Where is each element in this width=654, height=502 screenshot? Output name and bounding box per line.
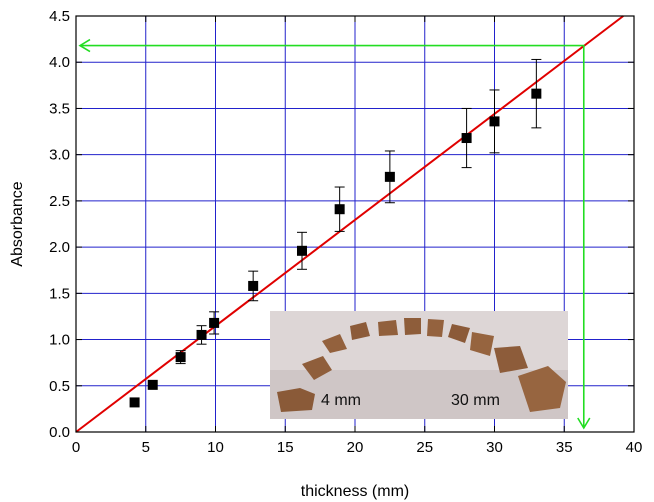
data-point-1 <box>147 379 158 390</box>
x-tick-label-8: 40 <box>626 439 643 456</box>
inset-photo: 4 mm 30 mm <box>270 311 568 419</box>
grid <box>76 16 634 432</box>
fit-line-group <box>75 15 624 433</box>
y-tick-label-9: 4.5 <box>49 8 70 25</box>
guide-line <box>80 44 585 428</box>
sample-piece-2 <box>302 356 332 380</box>
guide-arrow-left <box>78 38 91 53</box>
x-tick-label-1: 5 <box>142 439 150 456</box>
y-axis-title: Absorbance <box>9 181 26 266</box>
y-tick-label-0: 0.0 <box>49 424 70 441</box>
data-point-8 <box>384 171 395 182</box>
guide-arrow-down <box>577 417 591 430</box>
y-tick-label-5: 2.5 <box>49 193 70 210</box>
x-tick-label-0: 0 <box>72 439 80 456</box>
data-point-6 <box>296 245 307 256</box>
guide-lines <box>78 38 591 430</box>
y-tick-label-6: 3.0 <box>49 147 70 164</box>
x-tick-label-2: 10 <box>207 439 224 456</box>
sample-piece-4 <box>350 322 370 340</box>
x-tick-label-3: 15 <box>277 439 294 456</box>
sample-piece-9 <box>470 332 494 356</box>
y-tick-label-2: 1.0 <box>49 332 70 349</box>
tick-labels: 0 5 10 15 20 25 30 35 40 0.0 0.5 1.0 1.5 2.0 2.5 3.0 3.5… <box>49 8 642 456</box>
y-tick-label-8: 4.0 <box>49 54 70 71</box>
sample-piece-5 <box>378 320 398 336</box>
sample-piece-8 <box>448 324 470 343</box>
data-point-3 <box>196 329 207 340</box>
data-point-4 <box>209 317 220 328</box>
inset-floor <box>270 370 568 419</box>
sample-piece-6 <box>404 318 421 335</box>
x-axis-title: thickness (mm) <box>301 483 409 500</box>
data-point-5 <box>248 280 259 291</box>
y-tick-label-7: 3.5 <box>49 100 70 117</box>
data-point-2 <box>175 352 186 363</box>
fit-line <box>75 15 624 433</box>
inset-label-4mm: 4 mm <box>321 392 361 409</box>
inset-label-30mm: 30 mm <box>451 392 500 409</box>
y-tick-label-4: 2.0 <box>49 239 70 256</box>
axes <box>75 15 635 433</box>
data-point-11 <box>531 88 542 99</box>
y-tick-label-3: 1.5 <box>49 285 70 302</box>
sample-piece-3 <box>322 334 347 353</box>
data-points <box>129 58 542 408</box>
x-tick-label-5: 25 <box>416 439 433 456</box>
sample-piece-1 <box>277 388 315 412</box>
x-tick-label-4: 20 <box>347 439 364 456</box>
x-tick-label-7: 35 <box>556 439 573 456</box>
data-point-9 <box>461 133 472 144</box>
sample-piece-10 <box>494 346 528 373</box>
data-point-0 <box>129 397 140 408</box>
y-tick-label-1: 0.5 <box>49 378 70 395</box>
data-point-7 <box>334 204 345 215</box>
sample-piece-7 <box>427 319 444 337</box>
x-tick-label-6: 30 <box>486 439 503 456</box>
sample-piece-11 <box>518 366 566 412</box>
data-point-10 <box>489 116 500 127</box>
